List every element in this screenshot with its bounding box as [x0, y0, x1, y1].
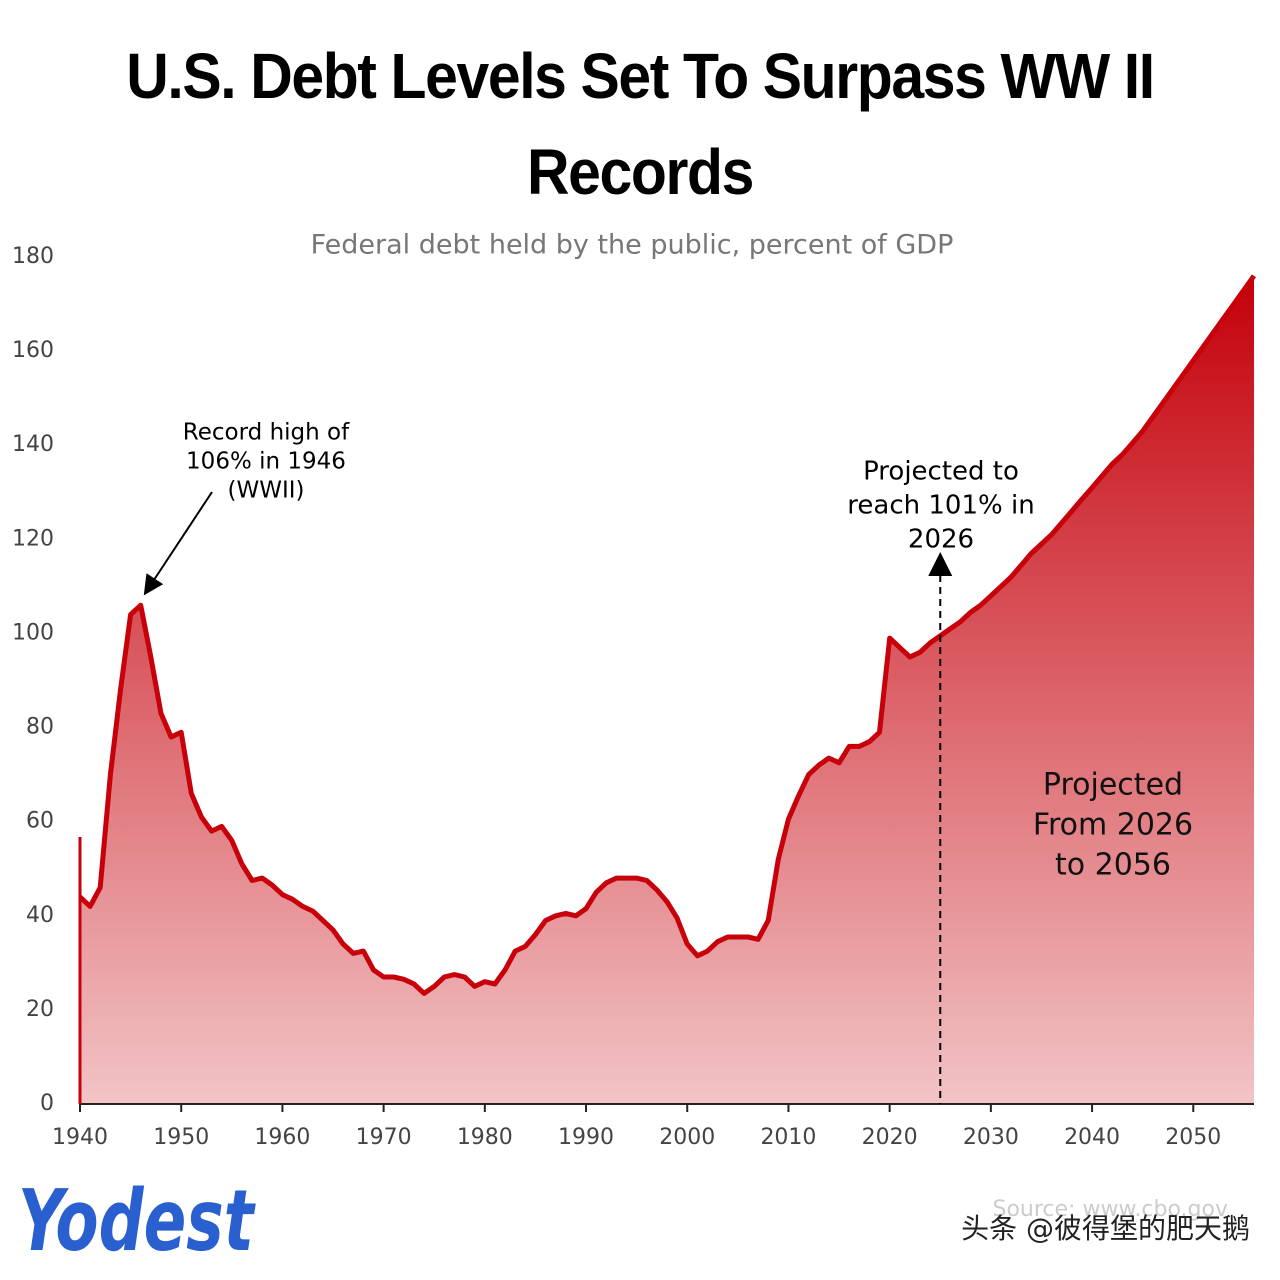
annotation: Record high of: [183, 420, 350, 446]
x-tick-label: 1970: [356, 1125, 412, 1150]
annotation: Projected: [1043, 768, 1183, 803]
y-tick-label: 80: [26, 715, 54, 740]
annotation: 2026: [908, 525, 974, 555]
x-tick-label: 1940: [52, 1125, 108, 1150]
annotation: reach 101% in: [847, 491, 1034, 521]
y-tick-label: 0: [40, 1091, 54, 1116]
x-tick-label: 1960: [254, 1125, 310, 1150]
y-tick-label: 180: [12, 244, 54, 269]
logo: Yodest: [18, 1172, 257, 1271]
x-tick-label: 1990: [558, 1125, 614, 1150]
annotation: From 2026: [1033, 808, 1193, 843]
annotation: (WWII): [228, 478, 305, 504]
annotation-arrow: [143, 491, 213, 596]
y-tick-label: 100: [12, 620, 54, 645]
x-tick-label: 2040: [1064, 1125, 1120, 1150]
x-tick-label: 2010: [760, 1125, 816, 1150]
y-tick-label: 120: [12, 526, 54, 551]
y-tick-label: 60: [26, 809, 54, 834]
x-tick-label: 2030: [963, 1125, 1019, 1150]
line: [78, 274, 1257, 996]
x-tick-label: 2000: [659, 1125, 715, 1150]
y-tick-label: 20: [26, 997, 54, 1022]
x-tick-label: 1950: [153, 1125, 209, 1150]
projection-arrow: [928, 552, 953, 576]
chart-subtitle: Federal debt held by the public, percent…: [311, 230, 954, 261]
chart-title: U.S. Debt Levels Set To Surpass WW II Re…: [126, 40, 1155, 208]
annotation: to 2056: [1055, 848, 1171, 883]
y-tick-label: 160: [12, 338, 54, 363]
source: Source: www.cbo.gov: [993, 1197, 1229, 1222]
y-tick-label: 140: [12, 432, 54, 457]
x-tick-label: 1980: [457, 1125, 513, 1150]
watermark: 头条 @彼得堡的肥天鹅: [961, 1212, 1250, 1245]
annotation: 106% in 1946: [186, 449, 346, 475]
y-tick-label: 40: [26, 903, 54, 928]
x-tick-label: 2020: [862, 1125, 918, 1150]
area: [80, 275, 1254, 1104]
annotation: Projected to: [863, 457, 1019, 487]
x-tick-label: 2050: [1165, 1125, 1221, 1150]
